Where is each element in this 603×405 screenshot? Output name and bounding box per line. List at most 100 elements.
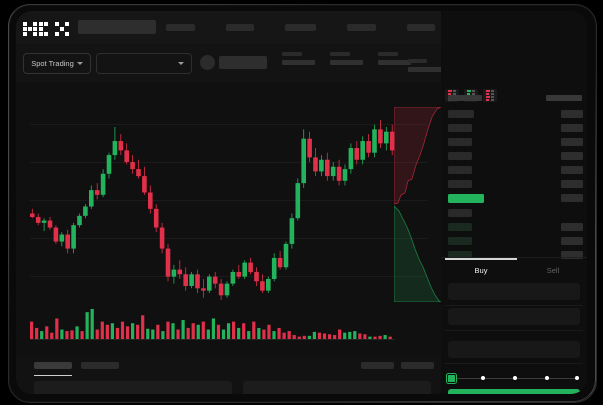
order-book-ask-row[interactable]	[448, 110, 474, 118]
stat-label	[330, 52, 350, 56]
chart-gridline	[30, 124, 427, 125]
candle-body	[378, 129, 383, 144]
volume-bar	[237, 327, 241, 339]
slider-stop-50[interactable]	[513, 375, 517, 380]
candle-body	[59, 234, 65, 242]
volume-bar	[156, 324, 160, 339]
price-chart[interactable]	[16, 106, 441, 306]
volume-bar	[131, 323, 135, 339]
candle-body	[71, 225, 76, 249]
volume-bar	[120, 321, 125, 339]
volume-bar	[363, 334, 367, 339]
volume-bar	[60, 329, 64, 339]
order-book-bid-row[interactable]	[448, 209, 472, 217]
amount-percent-slider[interactable]	[447, 373, 579, 383]
okx-logo-glyph	[23, 22, 37, 36]
chart-gridline	[30, 200, 427, 201]
slider-stop-75[interactable]	[545, 375, 549, 380]
candle-body	[106, 155, 112, 174]
nav-item-4[interactable]	[347, 24, 376, 31]
volume-bar	[282, 332, 286, 339]
volume-bar	[75, 326, 79, 339]
candle-body	[389, 131, 395, 151]
candle-body	[295, 183, 301, 219]
order-book-ask-row[interactable]	[448, 124, 472, 132]
chart-gridline	[30, 238, 427, 239]
candle-body	[142, 176, 147, 193]
volume-bar	[232, 321, 236, 339]
candle-body	[118, 141, 124, 151]
slider-stop-100[interactable]	[575, 375, 579, 380]
order-form-divider	[445, 330, 583, 331]
candle-body	[83, 206, 88, 216]
volume-bar	[388, 336, 392, 339]
search-input[interactable]	[78, 20, 156, 34]
candle-body	[171, 269, 177, 277]
candle-body	[336, 166, 342, 181]
candle-body	[195, 274, 200, 289]
volume-bar	[85, 312, 89, 339]
bottom-action-2[interactable]	[401, 362, 434, 369]
bottom-action-1[interactable]	[361, 362, 394, 369]
place-buy-order-button[interactable]	[448, 389, 580, 394]
order-book-ask-row[interactable]	[448, 166, 472, 174]
pair-coin-avatar	[200, 55, 215, 70]
candle-body	[342, 169, 348, 181]
candle-body	[384, 131, 389, 144]
nav-item-2[interactable]	[226, 24, 254, 31]
candle-body	[30, 213, 35, 218]
candle-body	[242, 262, 247, 277]
okx-logo-glyph-2	[39, 22, 53, 36]
slider-stop-25[interactable]	[481, 375, 485, 380]
trading-pair-selector[interactable]	[96, 53, 192, 74]
candle-body	[136, 169, 141, 177]
volume-bar	[95, 329, 99, 339]
volume-bar	[297, 336, 301, 339]
slider-handle[interactable]	[447, 373, 456, 383]
order-book-ask-amount	[561, 152, 583, 160]
candle-body	[266, 278, 271, 291]
order-book-ask-amount	[561, 166, 583, 174]
bottom-panel-left	[34, 381, 232, 394]
tab-buy[interactable]: Buy	[474, 266, 488, 275]
order-total-field[interactable]	[448, 341, 580, 358]
order-book-ask-row[interactable]	[448, 138, 472, 146]
ticker-stats	[282, 52, 414, 65]
candle-body	[153, 208, 159, 228]
tab-sell[interactable]: Sell	[546, 266, 560, 275]
tab-order-history[interactable]	[81, 362, 119, 369]
candle-body	[177, 269, 183, 275]
volume-bar	[327, 334, 332, 339]
okx-logo[interactable]	[23, 22, 69, 36]
tab-open-orders[interactable]	[34, 362, 72, 369]
candle-body	[260, 281, 265, 291]
nav-item-1[interactable]	[166, 24, 195, 31]
order-price-field[interactable]	[448, 283, 580, 300]
chart-toolbar: ┆⌄☲⌄∿✎◎⚙⛶	[16, 87, 436, 176]
candle-body	[283, 243, 289, 268]
candle-body	[366, 141, 371, 153]
order-book-ask-row[interactable]	[448, 152, 472, 160]
volume-bar	[262, 329, 266, 339]
candle-body	[301, 138, 306, 184]
order-book-bid-row[interactable]	[448, 223, 472, 231]
depth-ask-area	[394, 107, 441, 205]
book-view-asks-icon[interactable]	[483, 89, 497, 102]
order-book-ask-row[interactable]	[448, 180, 472, 188]
volume-bar	[378, 335, 382, 339]
volume-bar	[216, 324, 221, 339]
nav-item-5[interactable]	[407, 24, 435, 31]
order-amount-field[interactable]	[448, 308, 580, 325]
volume-bar	[171, 323, 175, 339]
active-side-underline	[445, 258, 517, 260]
volume-bar	[272, 331, 276, 339]
candle-body	[207, 276, 212, 291]
volume-bar	[55, 318, 59, 339]
volume-bar	[201, 321, 205, 339]
order-book-bid-row[interactable]	[448, 237, 472, 245]
nav-item-3[interactable]	[285, 24, 316, 31]
volume-bar	[358, 333, 362, 339]
market-type-selector[interactable]: Spot Trading	[23, 53, 91, 74]
volume-bar	[312, 331, 316, 339]
order-book-bid-row[interactable]	[448, 251, 472, 259]
